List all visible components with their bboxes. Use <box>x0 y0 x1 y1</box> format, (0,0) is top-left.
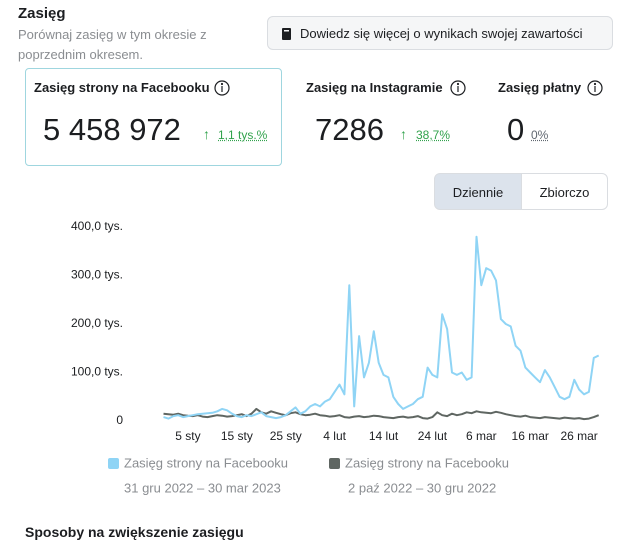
legend-period: 31 gru 2022 – 30 mar 2023 <box>124 480 281 495</box>
footer-heading: Sposoby na zwiększenie zasięgu <box>25 524 244 540</box>
x-tick-label: 24 lut <box>418 429 448 443</box>
legend-swatch <box>108 458 119 469</box>
y-tick-label: 0 <box>116 413 123 427</box>
legend-swatch <box>329 458 340 469</box>
y-tick-label: 400,0 tys. <box>71 219 123 233</box>
up-arrow: ↑ <box>203 126 210 142</box>
x-tick-label: 16 mar <box>512 429 549 443</box>
metric-change: 38,7% <box>416 128 451 142</box>
toggle-cumulative[interactable]: Zbiorczo <box>521 173 608 210</box>
info-icons <box>214 80 603 96</box>
metric-label: Zasięg płatny <box>498 80 582 95</box>
x-tick-label: 25 sty <box>270 429 302 443</box>
metric-label: Zasięg strony na Facebooku <box>34 80 210 95</box>
metric-value: 7286 <box>315 112 384 147</box>
y-tick-label: 300,0 tys. <box>71 268 123 282</box>
section-title: Zasięg <box>18 5 66 22</box>
metric-change: 1,1 tys.% <box>218 128 268 142</box>
metric-change: 0% <box>531 128 549 142</box>
line-series <box>163 235 600 420</box>
learn-more-text: Dowiedz się więcej o wynikach swojej zaw… <box>300 26 583 41</box>
up-arrow: ↑ <box>400 126 407 142</box>
metric-label: Zasięg na Instagramie <box>306 80 443 95</box>
y-tick-label: 200,0 tys. <box>71 316 123 330</box>
book-icon <box>282 28 291 40</box>
x-tick-label: 5 sty <box>175 429 200 443</box>
legend-period: 2 paź 2022 – 30 gru 2022 <box>348 480 496 495</box>
metric-value: 0 <box>507 112 525 147</box>
x-tick-label: 4 lut <box>323 429 346 443</box>
metric-value: 5 458 972 <box>43 112 181 147</box>
toggle-daily[interactable]: Dziennie <box>434 173 522 210</box>
learn-more-button[interactable]: Dowiedz się więcej o wynikach swojej zaw… <box>267 16 613 50</box>
x-tick-label: 14 lut <box>369 429 399 443</box>
section-subtitle: Porównaj zasięg w tym okresie z poprzedn… <box>18 27 207 62</box>
selected-card[interactable] <box>25 68 282 166</box>
legend-label: Zasięg strony na Facebooku <box>345 455 509 470</box>
x-tick-label: 26 mar <box>560 429 597 443</box>
legend-label: Zasięg strony na Facebooku <box>124 455 288 470</box>
y-tick-label: 100,0 tys. <box>71 365 123 379</box>
x-tick-label: 6 mar <box>466 429 497 443</box>
x-tick-label: 15 sty <box>221 429 253 443</box>
